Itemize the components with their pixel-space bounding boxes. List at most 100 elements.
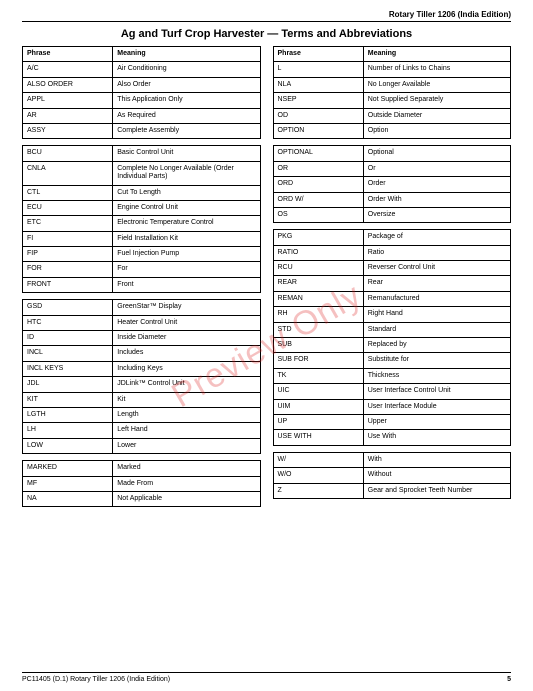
table-row: REMANRemanufactured bbox=[273, 291, 511, 306]
cell-phrase: ORD W/ bbox=[273, 192, 363, 207]
cell-meaning: JDLink™ Control Unit bbox=[113, 377, 260, 392]
table-row: FORFor bbox=[23, 262, 261, 277]
table-row: ASSYComplete Assembly bbox=[23, 123, 261, 138]
table-row: RHRight Hand bbox=[273, 307, 511, 322]
cell-phrase: KIT bbox=[23, 392, 113, 407]
table-row: UIMUser Interface Module bbox=[273, 399, 511, 414]
cell-phrase: INCL KEYS bbox=[23, 361, 113, 376]
cell-meaning: Number of Links to Chains bbox=[363, 62, 510, 77]
cell-meaning: Replaced by bbox=[363, 338, 510, 353]
table-row: FIPFuel Injection Pump bbox=[23, 247, 261, 262]
cell-meaning: Kit bbox=[113, 392, 260, 407]
table-row: OSOversize bbox=[273, 207, 511, 222]
cell-phrase: ETC bbox=[23, 216, 113, 231]
cell-phrase: L bbox=[273, 62, 363, 77]
table-row: PKGPackage of bbox=[273, 230, 511, 245]
cell-meaning: Made From bbox=[113, 476, 260, 491]
cell-phrase: TK bbox=[273, 368, 363, 383]
cell-meaning: Thickness bbox=[363, 368, 510, 383]
cell-meaning: Oversize bbox=[363, 207, 510, 222]
cell-phrase: NSEP bbox=[273, 93, 363, 108]
table-row: STDStandard bbox=[273, 322, 511, 337]
cell-phrase: USE WITH bbox=[273, 430, 363, 445]
table-row: RCUReverser Control Unit bbox=[273, 261, 511, 276]
cell-meaning: Rear bbox=[363, 276, 510, 291]
cell-meaning: Engine Control Unit bbox=[113, 200, 260, 215]
cell-phrase: FIP bbox=[23, 247, 113, 262]
cell-phrase: MF bbox=[23, 476, 113, 491]
cell-phrase: FRONT bbox=[23, 277, 113, 292]
cell-meaning: Reverser Control Unit bbox=[363, 261, 510, 276]
table-row: RATIORatio bbox=[273, 245, 511, 260]
cell-meaning: Field Installation Kit bbox=[113, 231, 260, 246]
col-meaning-header: Meaning bbox=[113, 47, 260, 62]
cell-meaning: Upper bbox=[363, 414, 510, 429]
footer-right: 5 bbox=[507, 676, 511, 683]
cell-phrase: RH bbox=[273, 307, 363, 322]
col-meaning-header: Meaning bbox=[363, 47, 510, 62]
cell-phrase: A/C bbox=[23, 62, 113, 77]
cell-phrase: ID bbox=[23, 331, 113, 346]
cell-phrase: BCU bbox=[23, 146, 113, 161]
table-row: OROr bbox=[273, 161, 511, 176]
table-row: USE WITHUse With bbox=[273, 430, 511, 445]
cell-meaning: Marked bbox=[113, 461, 260, 476]
cell-phrase: SUB bbox=[273, 338, 363, 353]
cell-meaning: Optional bbox=[363, 146, 510, 161]
table-row: UICUser Interface Control Unit bbox=[273, 384, 511, 399]
table-row: SUBReplaced by bbox=[273, 338, 511, 353]
cell-meaning: With bbox=[363, 452, 510, 467]
table-row: IDInside Diameter bbox=[23, 331, 261, 346]
cell-meaning: For bbox=[113, 262, 260, 277]
cell-meaning: Not Supplied Separately bbox=[363, 93, 510, 108]
cell-meaning: Gear and Sprocket Teeth Number bbox=[363, 483, 510, 498]
cell-phrase: OR bbox=[273, 161, 363, 176]
columns-wrap: PhraseMeaningA/CAir ConditioningALSO ORD… bbox=[22, 46, 511, 513]
cell-meaning: Right Hand bbox=[363, 307, 510, 322]
cell-phrase: UIC bbox=[273, 384, 363, 399]
cell-phrase: INCL bbox=[23, 346, 113, 361]
table-row: SUB FORSubstitute for bbox=[273, 353, 511, 368]
cell-phrase: NLA bbox=[273, 77, 363, 92]
table-row: BCUBasic Control Unit bbox=[23, 146, 261, 161]
cell-phrase: JDL bbox=[23, 377, 113, 392]
cell-meaning: Also Order bbox=[113, 77, 260, 92]
cell-phrase: CNLA bbox=[23, 161, 113, 185]
cell-meaning: User Interface Control Unit bbox=[363, 384, 510, 399]
cell-meaning: User Interface Module bbox=[363, 399, 510, 414]
cell-meaning: Ratio bbox=[363, 245, 510, 260]
cell-meaning: Option bbox=[363, 123, 510, 138]
cell-meaning: Basic Control Unit bbox=[113, 146, 260, 161]
cell-phrase: GSD bbox=[23, 300, 113, 315]
table-row: HTCHeater Control Unit bbox=[23, 315, 261, 330]
table-row: ALSO ORDERAlso Order bbox=[23, 77, 261, 92]
cell-phrase: W/ bbox=[273, 452, 363, 467]
cell-meaning: Electronic Temperature Control bbox=[113, 216, 260, 231]
cell-phrase: REMAN bbox=[273, 291, 363, 306]
cell-meaning: No Longer Available bbox=[363, 77, 510, 92]
cell-phrase: OD bbox=[273, 108, 363, 123]
terms-table: MARKEDMarkedMFMade FromNANot Applicable bbox=[22, 460, 261, 507]
terms-table: OPTIONALOptionalOROrORDOrderORD W/Order … bbox=[273, 145, 512, 223]
cell-meaning: Left Hand bbox=[113, 423, 260, 438]
cell-meaning: Length bbox=[113, 407, 260, 422]
table-row: ODOutside Diameter bbox=[273, 108, 511, 123]
cell-phrase: ECU bbox=[23, 200, 113, 215]
cell-meaning: Remanufactured bbox=[363, 291, 510, 306]
left-column: PhraseMeaningA/CAir ConditioningALSO ORD… bbox=[22, 46, 261, 513]
table-row: MFMade From bbox=[23, 476, 261, 491]
cell-meaning: This Application Only bbox=[113, 93, 260, 108]
cell-meaning: Includes bbox=[113, 346, 260, 361]
cell-phrase: ALSO ORDER bbox=[23, 77, 113, 92]
cell-phrase: FI bbox=[23, 231, 113, 246]
table-row: INCL KEYSIncluding Keys bbox=[23, 361, 261, 376]
cell-phrase: LH bbox=[23, 423, 113, 438]
table-row: OPTIONOption bbox=[273, 123, 511, 138]
cell-meaning: Or bbox=[363, 161, 510, 176]
cell-meaning: Complete No Longer Available (Order Indi… bbox=[113, 161, 260, 185]
terms-table: GSDGreenStar™ DisplayHTCHeater Control U… bbox=[22, 299, 261, 454]
cell-meaning: Heater Control Unit bbox=[113, 315, 260, 330]
table-row: FIField Installation Kit bbox=[23, 231, 261, 246]
header-right-text: Rotary Tiller 1206 (India Edition) bbox=[389, 10, 511, 19]
cell-meaning: GreenStar™ Display bbox=[113, 300, 260, 315]
